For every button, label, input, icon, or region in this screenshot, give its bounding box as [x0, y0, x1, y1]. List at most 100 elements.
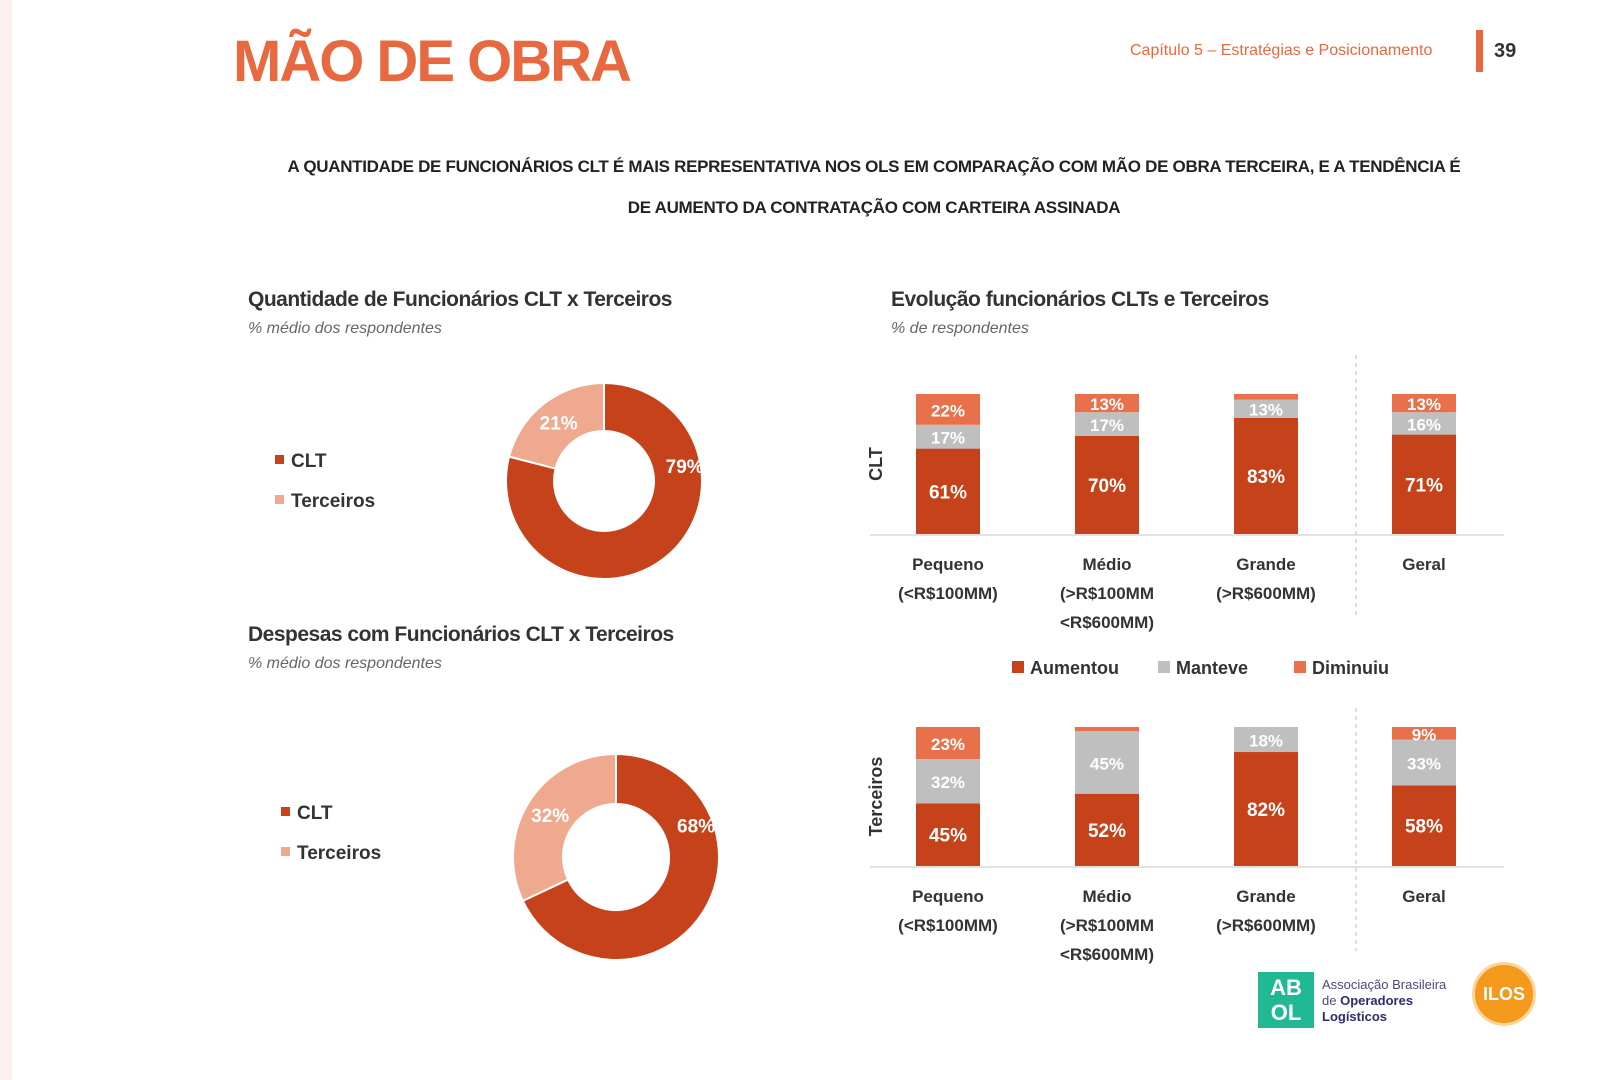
bar-label: 13%: [1407, 395, 1441, 414]
legend-label-clt: CLT: [297, 803, 333, 824]
donut-label: 32%: [531, 806, 569, 827]
bar-segment-diminuiu: [916, 727, 980, 759]
category-label: Médio: [1082, 887, 1131, 906]
donut1-title: Quantidade de Funcionários CLT x Terceir…: [248, 288, 672, 311]
bar-label: 70%: [1088, 476, 1126, 497]
category-label: (<R$100MM): [898, 584, 998, 603]
legend-label-diminuiu: Diminuiu: [1312, 658, 1389, 678]
bar-label: 83%: [1247, 467, 1285, 488]
left-strip: [0, 0, 12, 1080]
donut1-subtitle: % médio dos respondentes: [248, 320, 442, 337]
category-label: Geral: [1402, 555, 1445, 574]
page-number: 39: [1494, 40, 1517, 62]
y-axis-label: CLT: [866, 447, 886, 481]
bar-segment-aumentou: [1234, 752, 1298, 866]
bar-segment-diminuiu: [916, 394, 980, 425]
bar-segment-manteve: [1075, 731, 1139, 794]
bar-label: 45%: [929, 826, 967, 847]
bar-segment-diminuiu: [1392, 727, 1456, 740]
bar-segment-aumentou: [1234, 417, 1298, 534]
donut-slice-clt: [505, 381, 703, 580]
bar-label: 58%: [1405, 817, 1443, 838]
abol-name: Associação Brasileira de Operadores Logí…: [1322, 977, 1447, 1024]
page-title: MÃO DE OBRA: [233, 29, 632, 94]
bar-segment-aumentou: [916, 803, 980, 866]
legend-swatch-clt: [275, 455, 284, 464]
bar-label: 16%: [1407, 415, 1441, 434]
bar-label: 13%: [1249, 401, 1283, 420]
bar-segment-manteve: [1392, 739, 1456, 786]
legend-label-manteve: Manteve: [1176, 658, 1248, 678]
bar-label: 23%: [931, 735, 965, 754]
legend-swatch-aumentou: [1012, 661, 1024, 673]
bar-label: 33%: [1407, 754, 1441, 773]
category-label: Médio: [1082, 555, 1131, 574]
donut-label: 68%: [677, 817, 715, 838]
bar-segment-manteve: [1392, 412, 1456, 435]
bar-label: 52%: [1088, 821, 1126, 842]
legend-label-clt: CLT: [291, 451, 327, 472]
bar-label: 13%: [1090, 395, 1124, 414]
legend-swatch-manteve: [1158, 661, 1170, 673]
category-label: Pequeno: [912, 555, 984, 574]
category-label: (>R$600MM): [1216, 916, 1316, 935]
category-label: Pequeno: [912, 887, 984, 906]
donut2-subtitle: % médio dos respondentes: [248, 655, 442, 672]
bar-segment-manteve: [916, 758, 980, 804]
bar-segment-manteve: [1234, 727, 1298, 753]
chapter-label: Capítulo 5 – Estratégias e Posicionament…: [1130, 42, 1433, 59]
bar-segment-manteve: [1075, 412, 1139, 436]
bar-segment-aumentou: [1075, 436, 1139, 534]
bar-label: 71%: [1405, 475, 1443, 496]
legend-label-aumentou: Aumentou: [1030, 658, 1119, 678]
donut-label: 21%: [540, 414, 578, 435]
bar-segment-aumentou: [1075, 793, 1139, 866]
bars-subtitle: % de respondentes: [891, 320, 1029, 337]
bar-segment-diminuiu: [1075, 394, 1139, 413]
bar-segment-diminuiu: [1234, 394, 1298, 400]
chapter-divider: [1476, 30, 1483, 72]
bar-segment-aumentou: [916, 448, 980, 534]
bar-label: 9%: [1412, 725, 1437, 744]
category-label: Geral: [1402, 887, 1445, 906]
bar-label: 82%: [1247, 800, 1285, 821]
legend-swatch-terceiros: [275, 495, 284, 504]
bar-label: 17%: [1090, 416, 1124, 435]
category-label: Grande: [1236, 887, 1296, 906]
legend-swatch-diminuiu: [1294, 661, 1306, 673]
donut2-title: Despesas com Funcionários CLT x Terceiro…: [248, 623, 674, 646]
category-label: <R$600MM): [1060, 945, 1154, 964]
category-label: (<R$100MM): [898, 916, 998, 935]
headline: A QUANTIDADE DE FUNCIONÁRIOS CLT É MAIS …: [287, 157, 1461, 217]
donut-slice-terceiros: [512, 752, 617, 903]
category-label: Grande: [1236, 555, 1296, 574]
legend-swatch-terceiros: [281, 847, 290, 856]
legend-swatch-clt: [281, 807, 290, 816]
bar-label: 17%: [931, 429, 965, 448]
bar-segment-aumentou: [1392, 785, 1456, 866]
bar-label: 61%: [929, 482, 967, 503]
y-axis-label: Terceiros: [866, 757, 886, 837]
donut-label: 79%: [666, 457, 704, 478]
abol-logo: AB OL: [1258, 972, 1314, 1028]
bar-segment-manteve: [1234, 399, 1298, 418]
category-label: (>R$100MM: [1060, 916, 1154, 935]
legend-label-terceiros: Terceiros: [291, 491, 375, 512]
category-label: <R$600MM): [1060, 613, 1154, 632]
ilos-logo: ILOS: [1472, 962, 1536, 1026]
bars-title: Evolução funcionários CLTs e Terceiros: [891, 288, 1269, 311]
category-label: (>R$600MM): [1216, 584, 1316, 603]
legend-label-terceiros: Terceiros: [297, 843, 381, 864]
bar-label: 45%: [1090, 754, 1124, 773]
donut-slice-clt: [521, 752, 720, 961]
bar-segment-diminuiu: [1075, 727, 1139, 732]
bar-label: 32%: [931, 773, 965, 792]
category-label: (>R$100MM: [1060, 584, 1154, 603]
donut-slice-terceiros: [507, 381, 605, 470]
bar-segment-manteve: [916, 424, 980, 449]
bar-segment-diminuiu: [1392, 394, 1456, 413]
bar-segment-aumentou: [1392, 434, 1456, 534]
bar-label: 22%: [931, 401, 965, 420]
bar-label: 18%: [1249, 732, 1283, 751]
